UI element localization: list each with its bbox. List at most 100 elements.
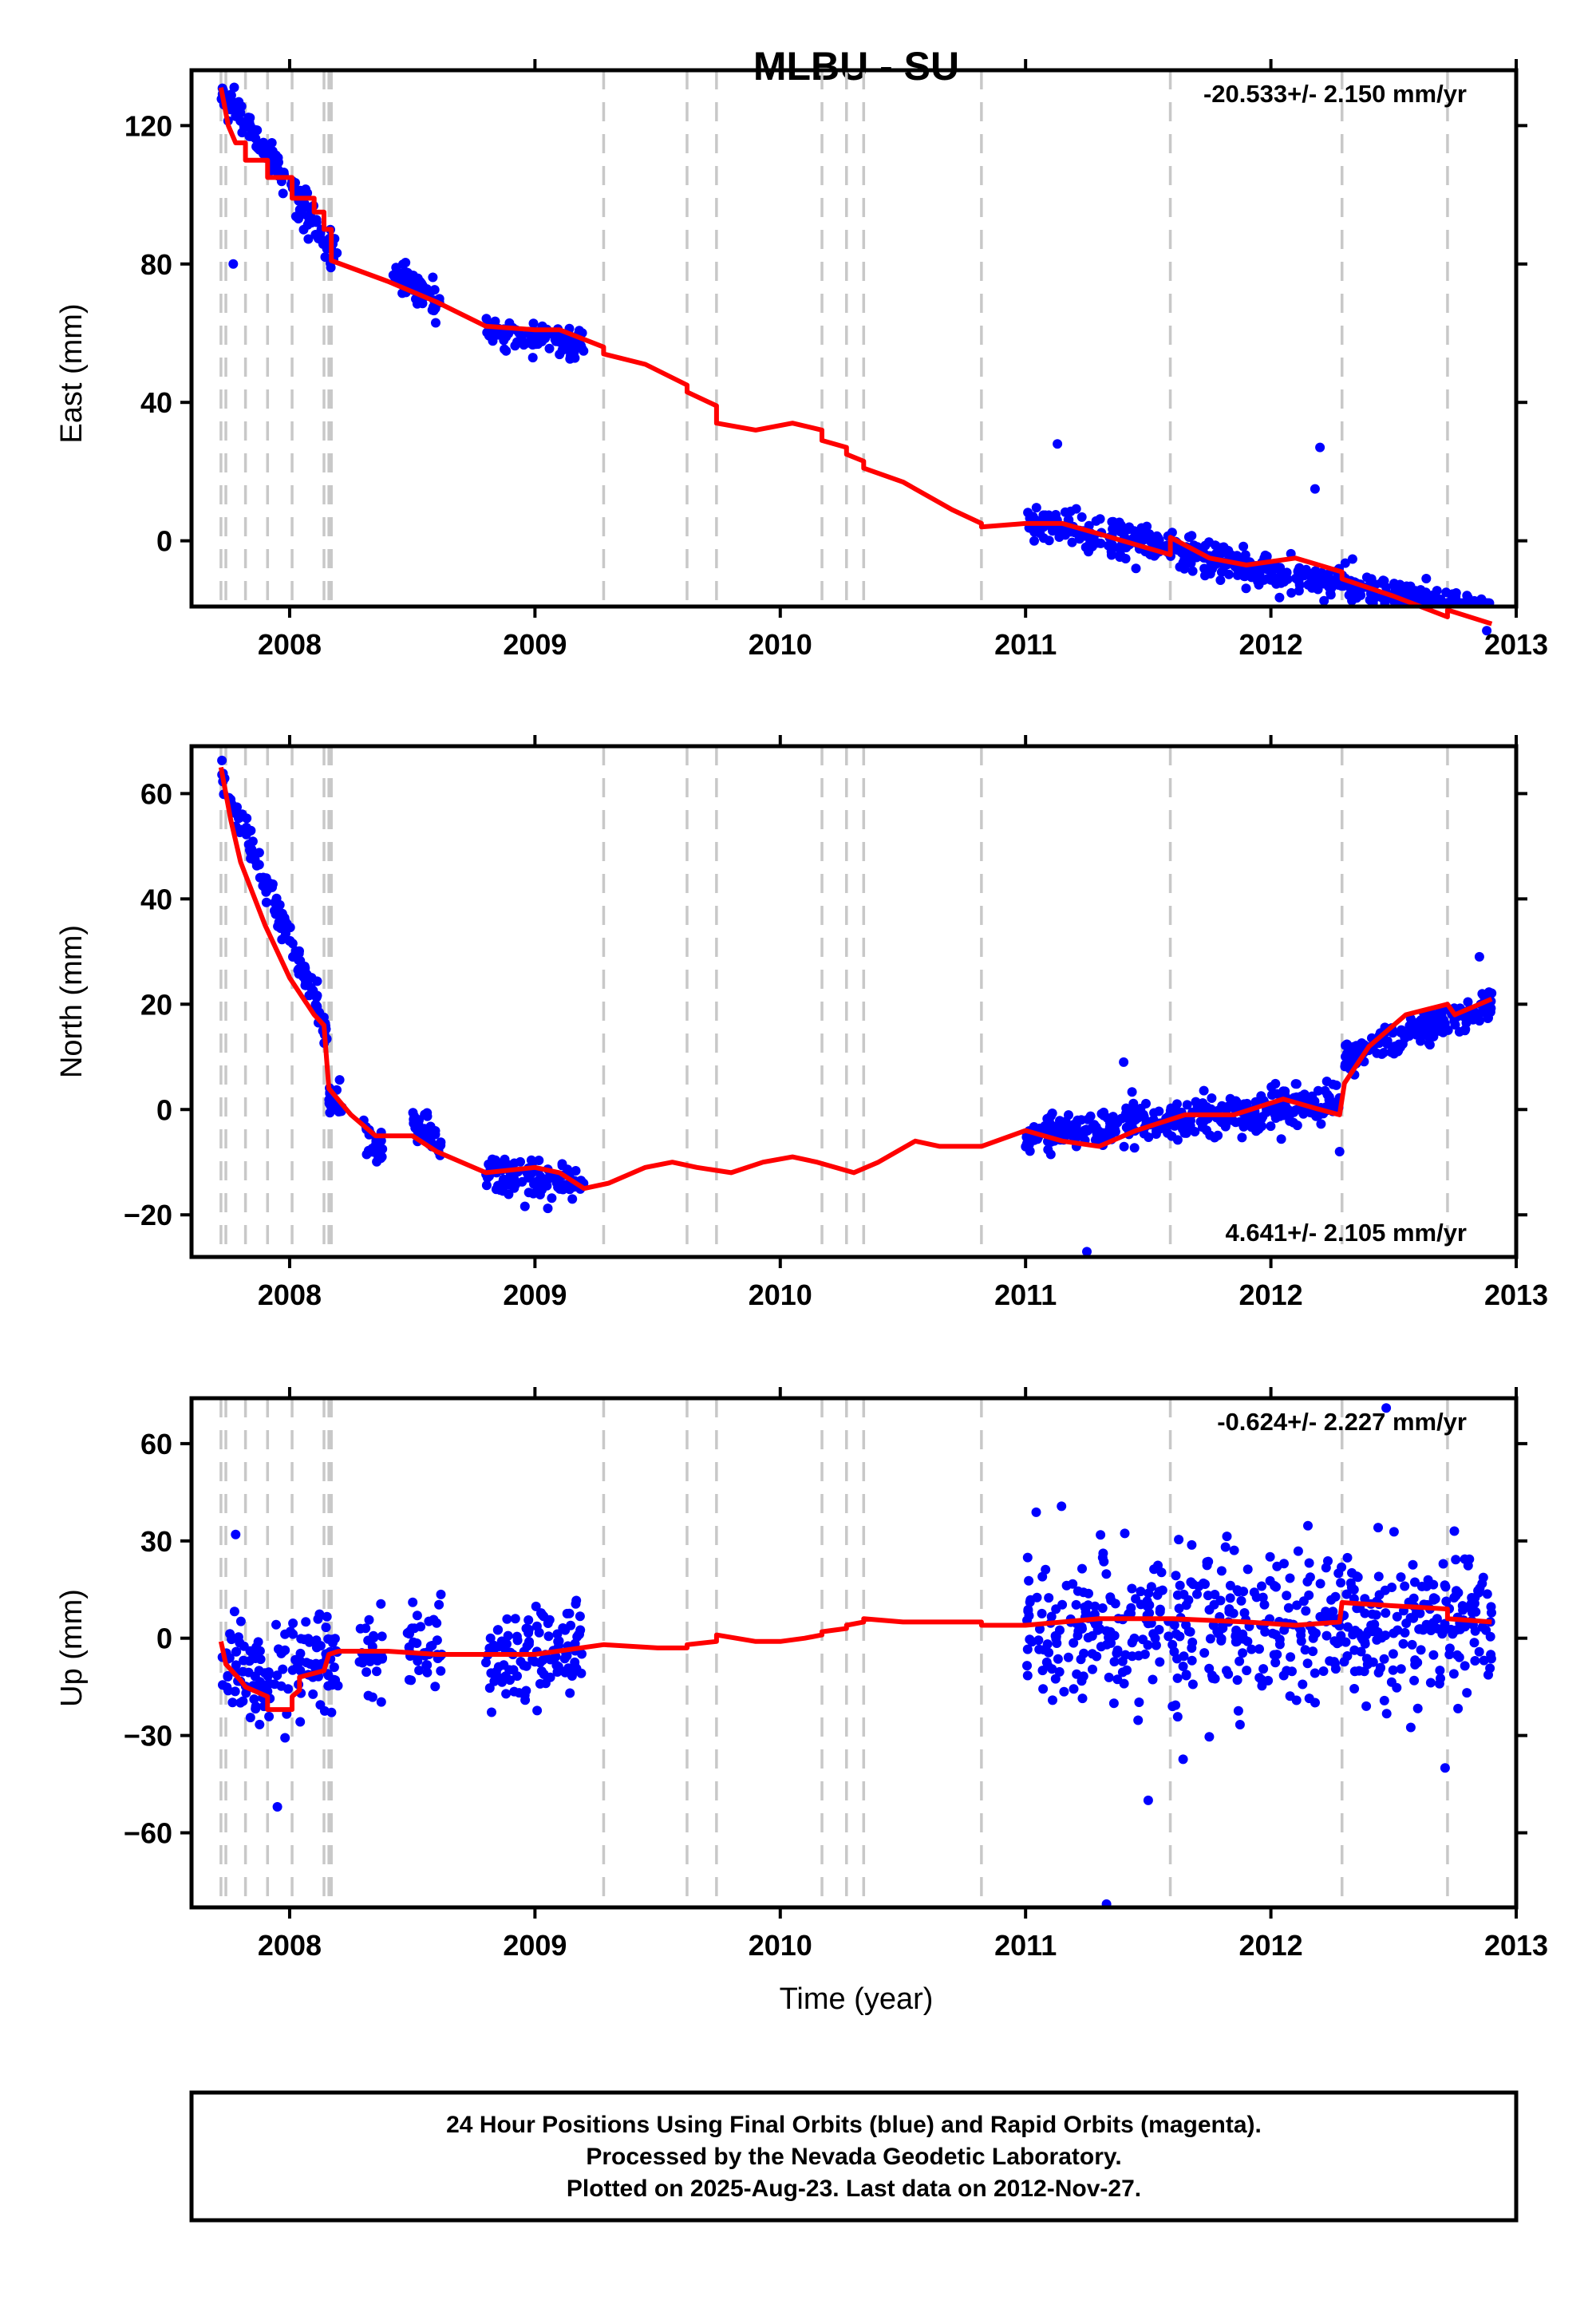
up-point-795 bbox=[1108, 1698, 1119, 1709]
up-point-341 bbox=[1482, 1589, 1492, 1599]
east-point-744 bbox=[1175, 562, 1185, 572]
north-point-613 bbox=[1300, 1090, 1310, 1101]
up-point-723 bbox=[1392, 1682, 1402, 1693]
north-point-114 bbox=[234, 813, 243, 824]
up-point-863 bbox=[1143, 1795, 1153, 1805]
up-point-592 bbox=[1188, 1579, 1199, 1590]
north-point-664 bbox=[1045, 1149, 1056, 1160]
up-point-393 bbox=[1435, 1666, 1445, 1676]
up-point-504 bbox=[1279, 1559, 1289, 1569]
north-point-77 bbox=[254, 848, 264, 858]
north-point-496 bbox=[1276, 1134, 1286, 1144]
up-point-541 bbox=[1414, 1624, 1424, 1634]
east-ytick-label-0: 0 bbox=[156, 525, 172, 558]
up-point-791 bbox=[1022, 1552, 1033, 1563]
up-point-786 bbox=[1405, 1613, 1416, 1623]
up-point-636 bbox=[1303, 1520, 1313, 1531]
up-point-495 bbox=[1315, 1579, 1325, 1589]
up-point-204 bbox=[406, 1675, 417, 1686]
up-point-680 bbox=[1202, 1560, 1212, 1571]
up-point-753 bbox=[1025, 1634, 1035, 1645]
north-point-810 bbox=[1411, 1030, 1421, 1040]
east-point-840 bbox=[1091, 516, 1101, 526]
up-point-498 bbox=[1136, 1587, 1146, 1597]
up-point-316 bbox=[502, 1614, 512, 1624]
up-point-146 bbox=[376, 1599, 386, 1609]
north-point-110 bbox=[267, 882, 277, 892]
up-point-17 bbox=[280, 1733, 290, 1743]
east-point-608 bbox=[1241, 583, 1251, 594]
up-point-199 bbox=[436, 1666, 446, 1676]
up-ytick-label-2: 0 bbox=[156, 1622, 172, 1655]
up-point-766 bbox=[1203, 1591, 1213, 1601]
east-axis-label: East (mm) bbox=[55, 303, 89, 443]
up-point-582 bbox=[1379, 1695, 1389, 1705]
up-point-813 bbox=[1213, 1628, 1223, 1638]
up-point-159 bbox=[369, 1630, 378, 1641]
up-point-123 bbox=[255, 1719, 265, 1729]
up-point-659 bbox=[1174, 1603, 1184, 1614]
up-point-307 bbox=[514, 1688, 524, 1698]
east-point-813 bbox=[1390, 585, 1400, 595]
up-point-580 bbox=[1259, 1599, 1270, 1610]
up-point-746 bbox=[1205, 1634, 1215, 1644]
north-point-672 bbox=[1144, 1132, 1154, 1142]
up-point-160 bbox=[361, 1667, 372, 1678]
east-xtick-label-4: 2012 bbox=[1239, 628, 1303, 661]
up-point-161 bbox=[376, 1697, 386, 1707]
up-xtick-label-5: 2013 bbox=[1484, 1929, 1548, 1962]
up-point-98 bbox=[301, 1617, 311, 1627]
up-point-859 bbox=[1175, 1580, 1185, 1591]
north-point-662 bbox=[1071, 1120, 1081, 1131]
up-point-728 bbox=[1133, 1715, 1144, 1725]
up-point-345 bbox=[1187, 1679, 1198, 1690]
east-point-785 bbox=[1048, 526, 1057, 536]
up-point-112 bbox=[238, 1696, 248, 1706]
north-point-616 bbox=[1191, 1097, 1201, 1107]
east-point-853 bbox=[1131, 563, 1141, 574]
north-point-108 bbox=[312, 1001, 322, 1011]
up-point-390 bbox=[1470, 1656, 1480, 1666]
east-point-838 bbox=[1039, 512, 1049, 522]
up-xtick-label-2: 2010 bbox=[749, 1929, 812, 1962]
up-point-549 bbox=[1260, 1626, 1270, 1637]
north-point-226 bbox=[519, 1201, 530, 1211]
north-point-262 bbox=[547, 1193, 557, 1203]
up-point-122 bbox=[315, 1700, 326, 1710]
footer-box: 24 Hour Positions Using Final Orbits (bl… bbox=[189, 2090, 1519, 2223]
north-point-838 bbox=[1460, 1026, 1470, 1036]
up-point-434 bbox=[1235, 1720, 1245, 1729]
up-point-254 bbox=[535, 1678, 545, 1689]
up-point-352 bbox=[1398, 1638, 1408, 1649]
up-point-309 bbox=[531, 1601, 541, 1611]
east-point-296 bbox=[499, 335, 509, 346]
east-point-814 bbox=[1325, 583, 1336, 592]
north-point-843 bbox=[1393, 1045, 1403, 1055]
east-point-201 bbox=[481, 314, 492, 324]
up-point-466 bbox=[1216, 1566, 1227, 1576]
up-point-132 bbox=[286, 1626, 295, 1637]
up-point-862 bbox=[231, 1529, 241, 1539]
north-point-660 bbox=[1055, 1118, 1065, 1128]
north-model-line bbox=[218, 766, 1493, 1192]
east-point-117 bbox=[299, 199, 310, 209]
north-point-740 bbox=[1475, 1016, 1484, 1026]
north-point-633 bbox=[1207, 1093, 1217, 1103]
up-point-824 bbox=[1477, 1622, 1487, 1632]
east-point-5 bbox=[278, 188, 288, 199]
up-point-516 bbox=[1063, 1652, 1073, 1662]
up-point-166 bbox=[436, 1589, 446, 1599]
up-point-120 bbox=[322, 1611, 332, 1622]
up-point-666 bbox=[1073, 1586, 1083, 1596]
up-point-411 bbox=[1336, 1578, 1346, 1588]
up-point-845 bbox=[1467, 1593, 1477, 1603]
east-point-848 bbox=[1232, 570, 1242, 580]
up-point-485 bbox=[1304, 1558, 1314, 1568]
up-point-738 bbox=[1471, 1607, 1481, 1617]
up-point-76 bbox=[313, 1614, 323, 1624]
up-point-616 bbox=[1068, 1579, 1078, 1589]
up-point-205 bbox=[575, 1611, 585, 1622]
up-point-643 bbox=[1242, 1666, 1252, 1676]
east-point-650 bbox=[1376, 578, 1386, 588]
up-point-812 bbox=[1426, 1626, 1436, 1635]
